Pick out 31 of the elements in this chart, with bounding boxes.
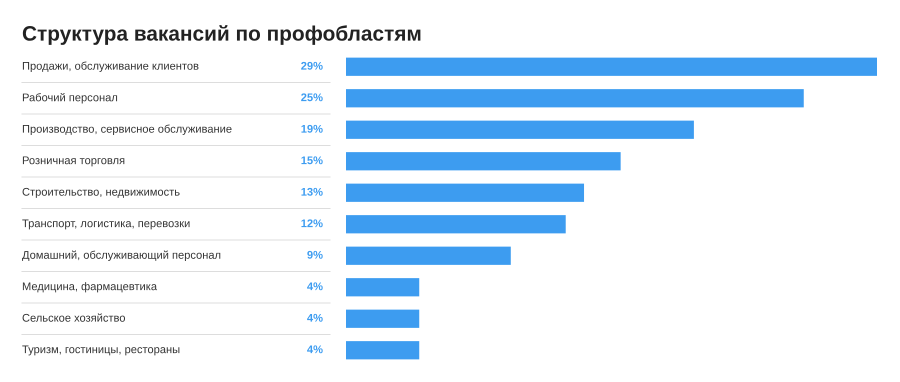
bar [346, 89, 804, 108]
data-label: 12% [301, 219, 323, 228]
bar [346, 246, 511, 265]
y-tick-label: Домашний, обслуживающий персонал [22, 250, 220, 262]
data-label: 19% [301, 124, 323, 133]
y-tick-label: Медицина, фармацевтика [22, 282, 158, 292]
data-label: 4% [307, 314, 323, 322]
bar [346, 310, 420, 328]
bar [346, 120, 694, 139]
y-tick-label: Строительство, недвижимость [22, 188, 180, 198]
data-label: 4% [307, 345, 323, 354]
y-tick-label: Туризм, гостиницы, рестораны [22, 345, 180, 356]
chart-title: Структура вакансий по профобластям [22, 25, 420, 45]
y-tick-label: Продажи, обслуживание клиентов [22, 62, 198, 72]
data-label: 15% [301, 156, 323, 164]
y-tick-label: Розничная торговля [22, 156, 124, 166]
data-label: 9% [307, 250, 323, 259]
data-label: 25% [301, 93, 323, 102]
bar [346, 184, 584, 202]
bar [346, 278, 420, 296]
y-tick-label: Транспорт, логистика, перевозки [22, 219, 190, 230]
data-label: 13% [301, 188, 323, 196]
bar [346, 58, 877, 76]
bar [346, 341, 420, 360]
bar [346, 152, 621, 170]
y-tick-label: Сельское хозяйство [22, 313, 126, 322]
data-label: 4% [307, 282, 323, 290]
y-tick-label: Рабочий персонал [22, 92, 118, 104]
bar [346, 215, 566, 234]
data-label: 29% [301, 62, 323, 70]
y-tick-label: Производство, сервисное обслуживание [22, 124, 232, 135]
